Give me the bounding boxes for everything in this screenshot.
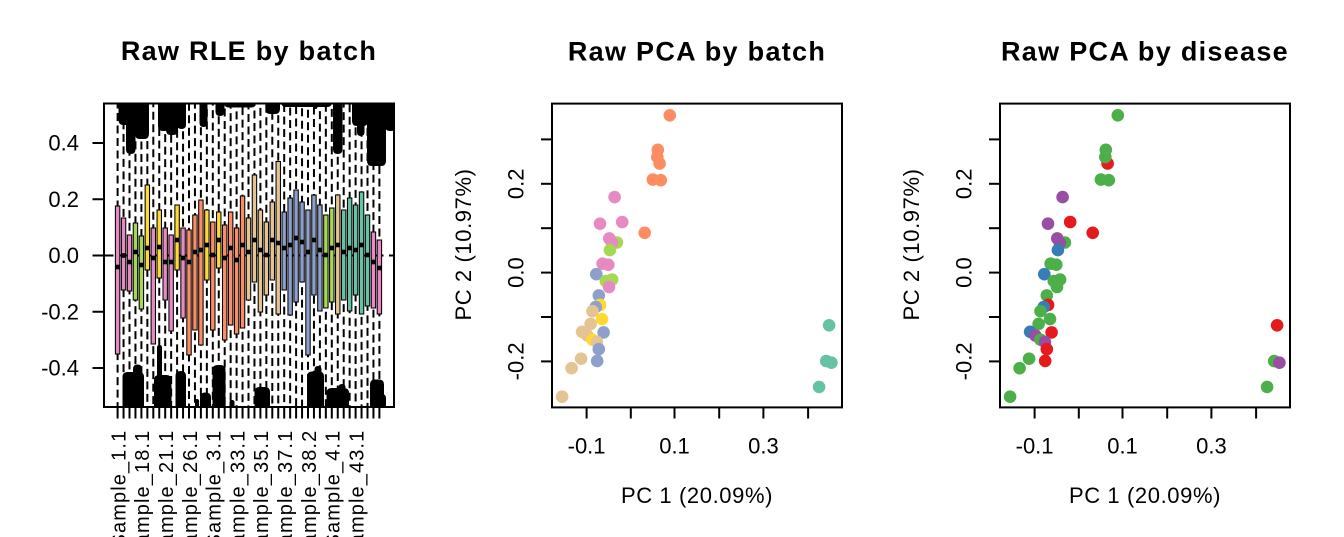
svg-text:Sample_43.1: Sample_43.1 xyxy=(346,430,368,537)
svg-text:-0.2: -0.2 xyxy=(41,299,79,324)
svg-text:0.2: 0.2 xyxy=(48,187,79,212)
svg-text:Sample_3.1: Sample_3.1 xyxy=(204,430,226,537)
svg-text:Raw PCA by batch: Raw PCA by batch xyxy=(568,37,826,67)
svg-text:0.1: 0.1 xyxy=(1107,434,1138,459)
svg-text:Raw RLE by batch: Raw RLE by batch xyxy=(121,36,377,66)
svg-text:Sample_26.1: Sample_26.1 xyxy=(180,430,202,537)
svg-text:0.3: 0.3 xyxy=(1196,434,1227,459)
svg-text:Sample_21.1: Sample_21.1 xyxy=(156,430,178,537)
svg-text:Sample_35.1: Sample_35.1 xyxy=(251,430,273,537)
svg-text:0.0: 0.0 xyxy=(952,257,977,288)
svg-text:Sample_37.1: Sample_37.1 xyxy=(275,430,297,537)
svg-text:PC 2 (10.97%): PC 2 (10.97%) xyxy=(451,168,476,320)
svg-text:0.0: 0.0 xyxy=(504,257,529,288)
svg-text:0.2: 0.2 xyxy=(504,169,529,200)
svg-text:0.1: 0.1 xyxy=(659,434,690,459)
svg-text:0.4: 0.4 xyxy=(48,131,79,156)
svg-text:-0.2: -0.2 xyxy=(504,342,529,380)
svg-text:Sample_18.1: Sample_18.1 xyxy=(132,430,154,537)
svg-text:-0.2: -0.2 xyxy=(952,342,977,380)
svg-text:Sample_33.1: Sample_33.1 xyxy=(227,430,249,537)
svg-text:Sample_4.1: Sample_4.1 xyxy=(323,430,345,537)
svg-text:-0.1: -0.1 xyxy=(568,434,606,459)
svg-text:-0.1: -0.1 xyxy=(1016,434,1054,459)
svg-text:0.0: 0.0 xyxy=(48,243,79,268)
svg-text:PC 1 (20.09%): PC 1 (20.09%) xyxy=(1069,483,1221,508)
svg-text:Sample_1.1: Sample_1.1 xyxy=(108,430,130,537)
svg-text:-0.4: -0.4 xyxy=(41,356,79,381)
svg-text:PC 1 (20.09%): PC 1 (20.09%) xyxy=(621,483,773,508)
svg-text:Raw PCA by disease: Raw PCA by disease xyxy=(1001,37,1289,67)
svg-text:0.2: 0.2 xyxy=(952,169,977,200)
svg-text:0.3: 0.3 xyxy=(748,434,779,459)
svg-text:Sample_38.2: Sample_38.2 xyxy=(299,430,321,537)
svg-text:PC 2 (10.97%): PC 2 (10.97%) xyxy=(899,168,924,320)
